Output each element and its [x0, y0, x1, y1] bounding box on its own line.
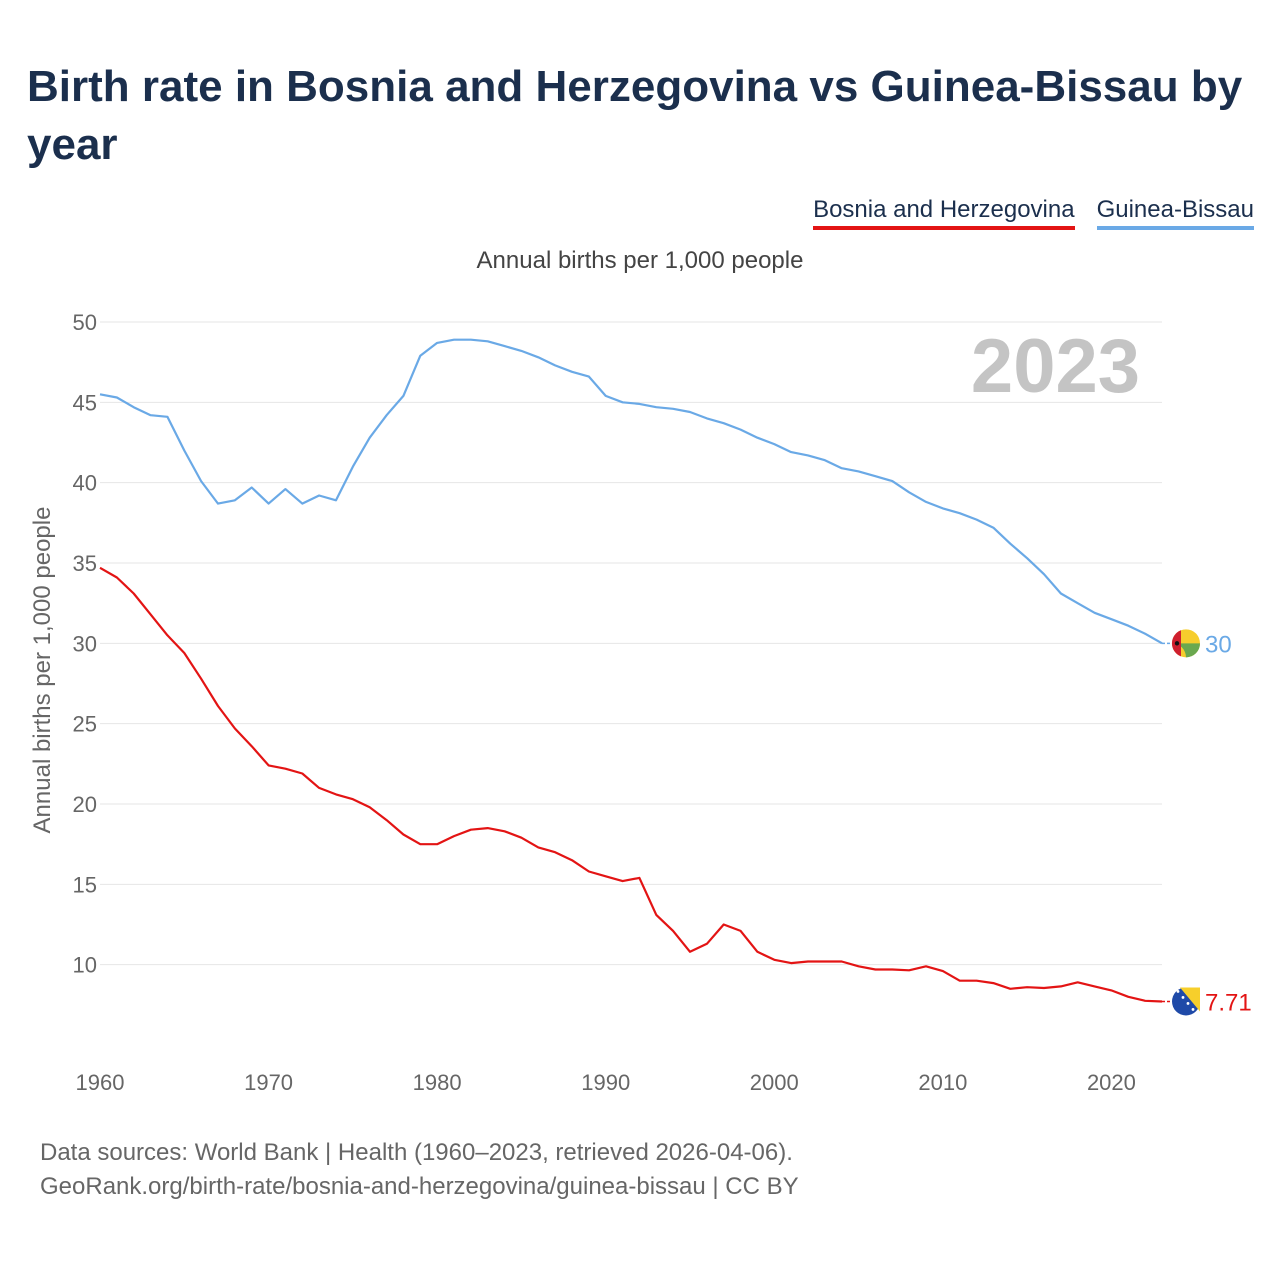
flag-star-bosnia — [1186, 1002, 1190, 1005]
y-tick-label: 15 — [73, 872, 97, 897]
flag-green-guinea-bissau — [1186, 643, 1200, 658]
flag-green2-guinea-bissau — [1172, 643, 1186, 658]
legend-item-guinea-bissau[interactable]: Guinea-Bissau — [1096, 196, 1254, 230]
x-tick-label: 1990 — [581, 1070, 630, 1095]
flag-triangle-bosnia — [1180, 987, 1200, 1012]
y-tick-label: 20 — [73, 792, 97, 817]
legend: Bosnia and Herzegovina Guinea-Bissau — [813, 196, 1254, 230]
y-tick-label: 45 — [73, 390, 97, 415]
flag-star-bosnia — [1181, 996, 1185, 999]
x-tick-label: 2000 — [750, 1070, 799, 1095]
chart-title: Birth rate in Bosnia and Herzegovina vs … — [27, 62, 1243, 169]
y-tick-label: 35 — [73, 551, 97, 576]
end-value-label-guinea-bissau: 30 — [1205, 631, 1232, 658]
legend-item-bosnia[interactable]: Bosnia and Herzegovina — [813, 196, 1075, 230]
year-label: 2023 — [971, 324, 1140, 409]
source-line-1: Data sources: World Bank | Health (1960–… — [40, 1139, 793, 1166]
flag-star-bosnia — [1176, 990, 1180, 993]
x-tick-label: 1960 — [76, 1070, 125, 1095]
series-line-guinea-bissau — [99, 338, 1163, 645]
end-value-label-bosnia: 7.71 — [1205, 989, 1252, 1016]
flag-star-guinea-bissau — [1174, 641, 1180, 646]
y-tick-label: 10 — [73, 953, 97, 978]
x-tick-label: 2010 — [918, 1070, 967, 1095]
source-note: Data sources: World Bank | Health (1960–… — [40, 1136, 799, 1204]
chart-subtitle: Annual births per 1,000 people — [476, 247, 804, 274]
flag-star-bosnia — [1191, 1008, 1195, 1011]
y-tick-label: 30 — [73, 631, 97, 656]
y-tick-label: 25 — [73, 712, 97, 737]
source-line-2: GeoRank.org/birth-rate/bosnia-and-herzeg… — [40, 1173, 799, 1200]
y-tick-label: 40 — [73, 471, 97, 496]
series-line-bosnia — [99, 566, 1163, 1003]
x-tick-label: 1970 — [244, 1070, 293, 1095]
x-tick-label: 1980 — [413, 1070, 462, 1095]
y-axis-label: Annual births per 1,000 people — [29, 507, 56, 834]
y-tick-label: 50 — [73, 310, 97, 335]
x-tick-label: 2020 — [1087, 1070, 1136, 1095]
